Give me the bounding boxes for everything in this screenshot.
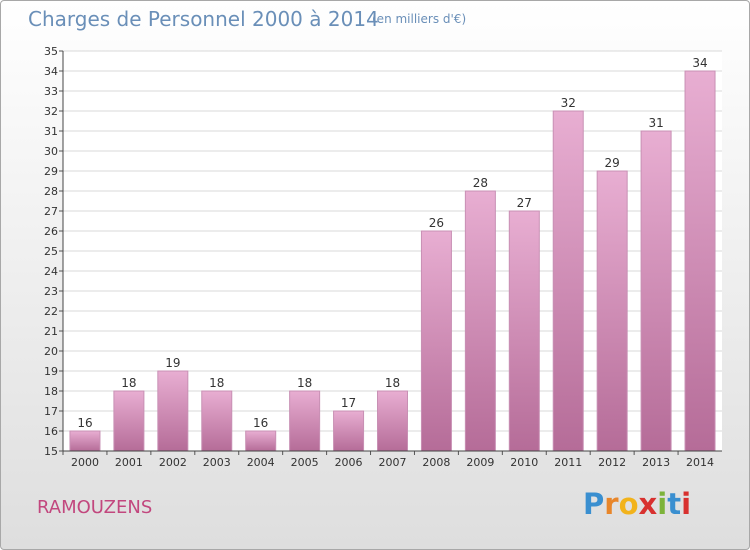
bar-2008 [420,230,452,452]
x-tick-label: 2007 [379,456,407,469]
logo-letter: r [604,487,619,521]
data-label: 18 [209,376,224,390]
data-label: 27 [517,196,532,210]
y-tick-label: 24 [44,265,58,278]
x-tick-label: 2011 [554,456,582,469]
x-tick-label: 2010 [510,456,538,469]
logo-letter: t [667,487,682,521]
y-tick-label: 30 [44,145,58,158]
y-tick-label: 23 [44,285,58,298]
bar-2001 [113,390,145,452]
data-labels: 16 18 19 18 16 18 17 18 26 28 27 32 29 31 34 [77,56,707,430]
axes [62,51,722,452]
data-label: 17 [341,396,356,410]
y-tick-label: 19 [44,365,58,378]
y-tick-label: 28 [44,185,58,198]
x-tick-label: 2009 [466,456,494,469]
x-tick-label: 2005 [291,456,319,469]
data-label: 28 [473,176,488,190]
data-label: 16 [77,416,92,430]
bar-2009 [464,190,496,452]
y-tick-label: 21 [44,325,58,338]
data-label: 19 [165,356,180,370]
bars [69,70,716,452]
y-tick-label: 18 [44,385,58,398]
data-label: 31 [648,116,663,130]
y-tick-label: 31 [44,125,58,138]
logo-letter: x [638,487,658,521]
data-label: 18 [385,376,400,390]
y-tick-label: 29 [44,165,58,178]
bar-2003 [201,390,233,452]
logo-letter: i [681,487,692,521]
x-tick-label: 2013 [642,456,670,469]
proxiti-logo: Proxiti [583,487,691,521]
y-tick-label: 26 [44,225,58,238]
chart-unit-note: (en milliers d'€) [372,12,467,26]
bar-2000 [69,430,101,452]
x-tick-label: 2000 [71,456,99,469]
chart-title: Charges de Personnel 2000 à 2014 [28,7,379,31]
logo-letter: P [583,487,605,521]
bar-2010 [508,210,540,452]
x-tick-label: 2001 [115,456,143,469]
y-tick-label: 15 [44,445,58,458]
y-tick-label: 35 [44,45,58,58]
data-label: 26 [429,216,444,230]
data-label: 34 [692,56,707,70]
bar-2012 [596,170,628,452]
commune-name: RAMOUZENS [37,497,153,518]
data-label: 16 [253,416,268,430]
y-tick-label: 20 [44,345,58,358]
logo-letter: o [618,487,639,521]
y-tick-label: 33 [44,85,58,98]
x-tick-label: 2003 [203,456,231,469]
data-label: 18 [297,376,312,390]
x-tick-label: 2002 [159,456,187,469]
bar-2005 [289,390,321,452]
x-axis-labels: 2000 2001 2002 2003 2004 2005 2006 2007 2008 2009… [62,451,714,469]
bar-2011 [552,110,584,452]
y-tick-label: 32 [44,105,58,118]
x-tick-label: 2014 [686,456,714,469]
x-tick-label: 2008 [422,456,450,469]
x-tick-label: 2004 [247,456,275,469]
y-tick-label: 34 [44,65,58,78]
y-tick-label: 17 [44,405,58,418]
x-tick-label: 2012 [598,456,626,469]
data-label: 18 [121,376,136,390]
data-label: 29 [605,156,620,170]
y-tick-label: 16 [44,425,58,438]
bar-2014 [684,70,716,452]
y-axis-labels: 15 16 17 18 19 20 21 22 23 24 25 26 27 28 29 30 31 32 33 34… [44,45,58,458]
bar-2013 [640,130,672,452]
data-label: 32 [561,96,576,110]
logo-letter: i [657,487,668,521]
bar-2002 [157,370,189,452]
x-tick-label: 2006 [335,456,363,469]
bar-2006 [333,410,365,452]
y-tick-label: 25 [44,245,58,258]
y-tick-label: 22 [44,305,58,318]
bar-2004 [245,430,277,452]
bar-2007 [377,390,408,452]
y-tick-label: 27 [44,205,58,218]
